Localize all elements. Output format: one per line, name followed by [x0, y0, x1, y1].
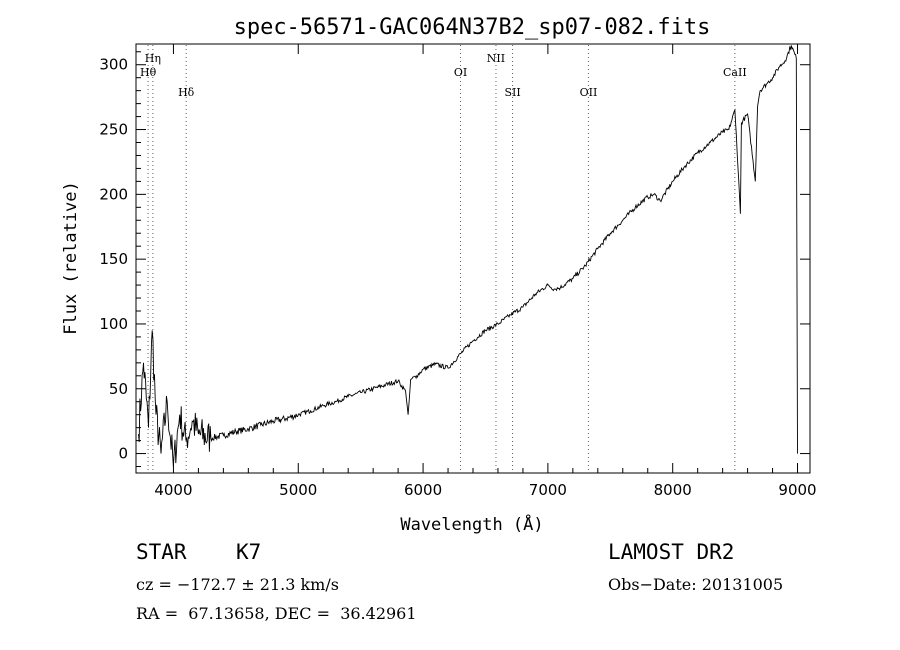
axis-ticks: 4000 5000 6000 7000 8000 9000 0 50 100 150 200 250 3… [99, 44, 817, 499]
x-tick-label: 8000 [654, 481, 692, 499]
y-tick-label: 300 [99, 56, 128, 74]
plot-frame [135, 43, 811, 474]
survey-label: LAMOST DR2 [608, 540, 735, 564]
spectrum-series [138, 45, 798, 467]
object-subclass: K7 [236, 540, 262, 564]
x-axis-label: Wavelength (Å) [400, 513, 543, 535]
line-marker-label: Hδ [178, 86, 195, 99]
line-marker-label: NII [487, 52, 505, 65]
spectrum-line [138, 45, 798, 467]
line-marker-label: Hθ [140, 66, 157, 79]
line-marker-label: CaII [723, 66, 747, 79]
y-tick-label: 50 [109, 380, 128, 398]
y-tick-label: 150 [99, 250, 128, 268]
line-marker-label: SII [504, 86, 520, 99]
y-axis-label: Flux (relative) [61, 181, 81, 335]
x-tick-label: 6000 [404, 481, 442, 499]
observation-date: Obs−Date: 20131005 [608, 575, 784, 594]
coordinates-text: RA = 67.13658, DEC = 36.42961 [136, 604, 417, 623]
object-class: STAR [136, 540, 187, 564]
line-marker-label: Hη [145, 52, 161, 65]
y-tick-label: 100 [99, 315, 128, 333]
y-tick-label: 200 [99, 185, 128, 203]
y-tick-label: 0 [118, 445, 128, 463]
redshift-text: cz = −172.7 ± 21.3 km/s [136, 575, 339, 594]
line-marker-label: OII [580, 86, 598, 99]
y-tick-label: 250 [99, 121, 128, 139]
x-tick-label: 4000 [154, 481, 192, 499]
x-tick-label: 7000 [529, 481, 567, 499]
x-tick-label: 9000 [778, 481, 816, 499]
x-tick-label: 5000 [279, 481, 317, 499]
line-marker-label: OI [454, 66, 467, 79]
chart-title: spec-56571-GAC064N37B2_sp07-082.fits [234, 15, 711, 40]
